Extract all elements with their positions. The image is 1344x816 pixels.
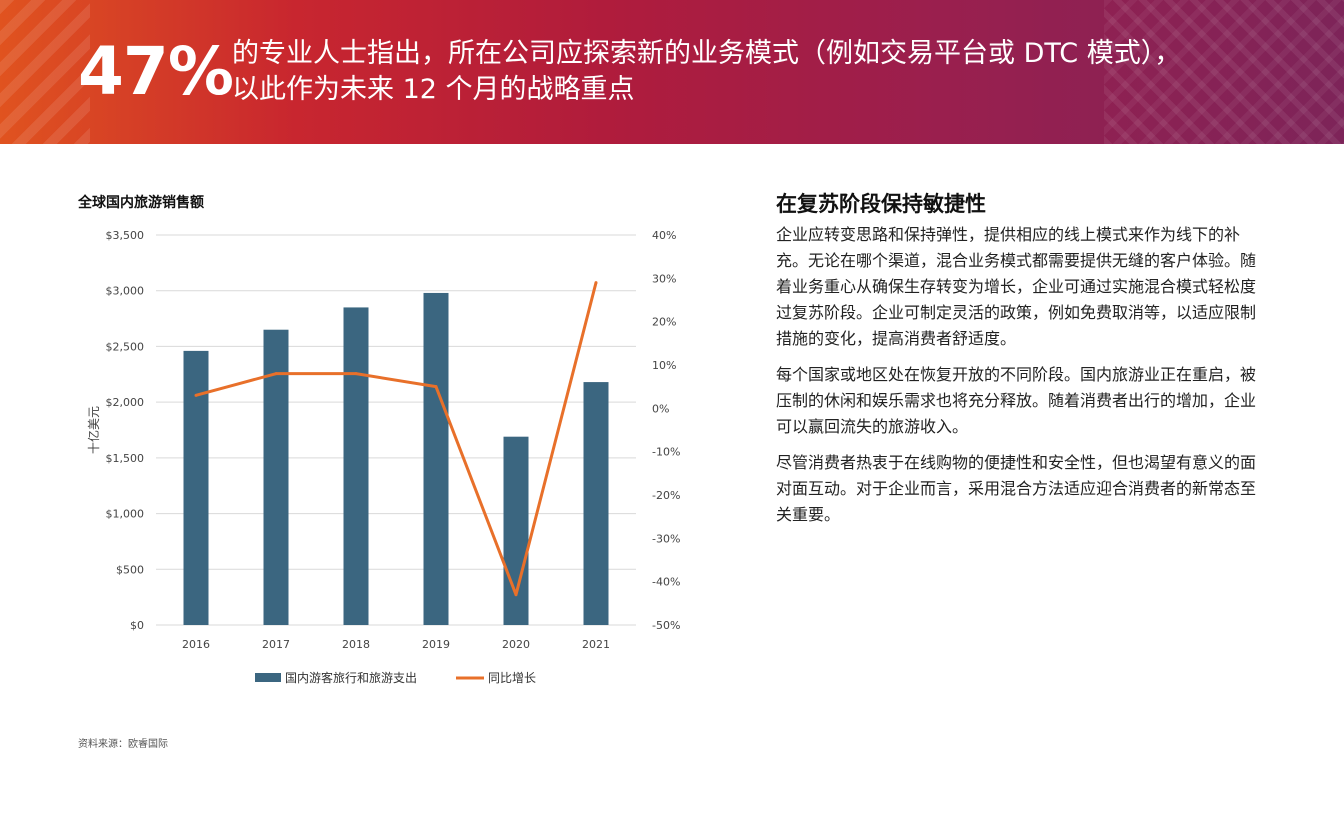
line-point bbox=[194, 393, 198, 397]
article-paragraph-1: 企业应转变思路和保持弹性，提供相应的线上模式来作为线下的补充。无论在哪个渠道，混… bbox=[776, 225, 1257, 348]
y2-tick-label: -40% bbox=[652, 576, 680, 589]
line-point bbox=[434, 385, 438, 389]
x-tick-label: 2018 bbox=[342, 638, 370, 651]
y-tick-label: $3,500 bbox=[106, 229, 145, 242]
legend-label-line: 同比增长 bbox=[488, 671, 536, 685]
headline-line-1: 的专业人士指出，所在公司应探索新的业务模式（例如交易平台或 DTC 模式）， bbox=[232, 38, 1182, 69]
line-point bbox=[514, 593, 518, 597]
chart-title: 全球国内旅游销售额 bbox=[78, 195, 204, 211]
bar bbox=[263, 329, 289, 625]
y2-tick-label: 0% bbox=[652, 402, 669, 415]
line-point bbox=[274, 372, 278, 376]
chart-area: $0 $500 $1,000 $1,500 $2,000 $2,500 $3,000 $3,5… bbox=[86, 229, 680, 685]
y-tick-label: $2,500 bbox=[106, 340, 145, 353]
y-tick-label: $0 bbox=[130, 619, 144, 632]
y-tick-label: $3,000 bbox=[106, 285, 145, 298]
y2-tick-label: 40% bbox=[652, 229, 676, 242]
x-tick-label: 2017 bbox=[262, 638, 290, 651]
source-note: 资料来源：欧睿国际 bbox=[78, 739, 168, 750]
legend-swatch-bar bbox=[255, 673, 281, 682]
y-tick-label: $1,500 bbox=[106, 452, 145, 465]
line-point bbox=[594, 281, 598, 285]
header-banner: 47% 的专业人士指出，所在公司应探索新的业务模式（例如交易平台或 DTC 模式… bbox=[0, 0, 1344, 144]
x-tick-label: 2021 bbox=[582, 638, 610, 651]
x-tick-label: 2020 bbox=[502, 638, 530, 651]
y-tick-label: $2,000 bbox=[106, 396, 145, 409]
y-tick-label: $1,000 bbox=[106, 508, 145, 521]
y2-tick-label: 20% bbox=[652, 316, 676, 329]
y2-tick-label: -20% bbox=[652, 489, 680, 502]
headline-stat: 47% bbox=[78, 33, 234, 110]
article-paragraph-3: 尽管消费者热衷于在线购物的便捷性和安全性，但也渴望有意义的面对面互动。对于企业而… bbox=[776, 453, 1257, 524]
y2-tick-label: 10% bbox=[652, 359, 676, 372]
series-line bbox=[195, 282, 598, 597]
bar bbox=[423, 292, 449, 625]
y2-tick-label: -50% bbox=[652, 619, 680, 632]
y2-tick-label: 30% bbox=[652, 272, 676, 285]
y2-tick-label: -30% bbox=[652, 532, 680, 545]
x-tick-label: 2019 bbox=[422, 638, 450, 651]
y-tick-label: $500 bbox=[116, 563, 144, 576]
headline-text: 的专业人士指出，所在公司应探索新的业务模式（例如交易平台或 DTC 模式）， 以… bbox=[232, 36, 1292, 108]
legend-label-bar: 国内游客旅行和旅游支出 bbox=[285, 670, 417, 685]
bar bbox=[503, 436, 529, 625]
banner-stripes-right bbox=[1104, 0, 1344, 144]
x-tick-label: 2016 bbox=[182, 638, 210, 651]
article-column: 在复苏阶段保持敏捷性 企业应转变思路和保持弹性，提供相应的线上模式来作为线下的补… bbox=[776, 188, 1266, 538]
bar bbox=[343, 307, 369, 625]
headline-line-2: 以此作为未来 12 个月的战略重点 bbox=[232, 74, 635, 105]
y2-tick-label: -10% bbox=[652, 446, 680, 459]
line-point bbox=[354, 372, 358, 376]
banner-stripes-left bbox=[0, 0, 90, 144]
bar bbox=[583, 382, 609, 625]
article-paragraph-2: 每个国家或地区处在恢复开放的不同阶段。国内旅游业正在重启，被压制的休闲和娱乐需求… bbox=[776, 365, 1257, 436]
y-axis-title: 十亿美元 bbox=[86, 406, 101, 454]
article-heading: 在复苏阶段保持敏捷性 bbox=[776, 192, 986, 216]
